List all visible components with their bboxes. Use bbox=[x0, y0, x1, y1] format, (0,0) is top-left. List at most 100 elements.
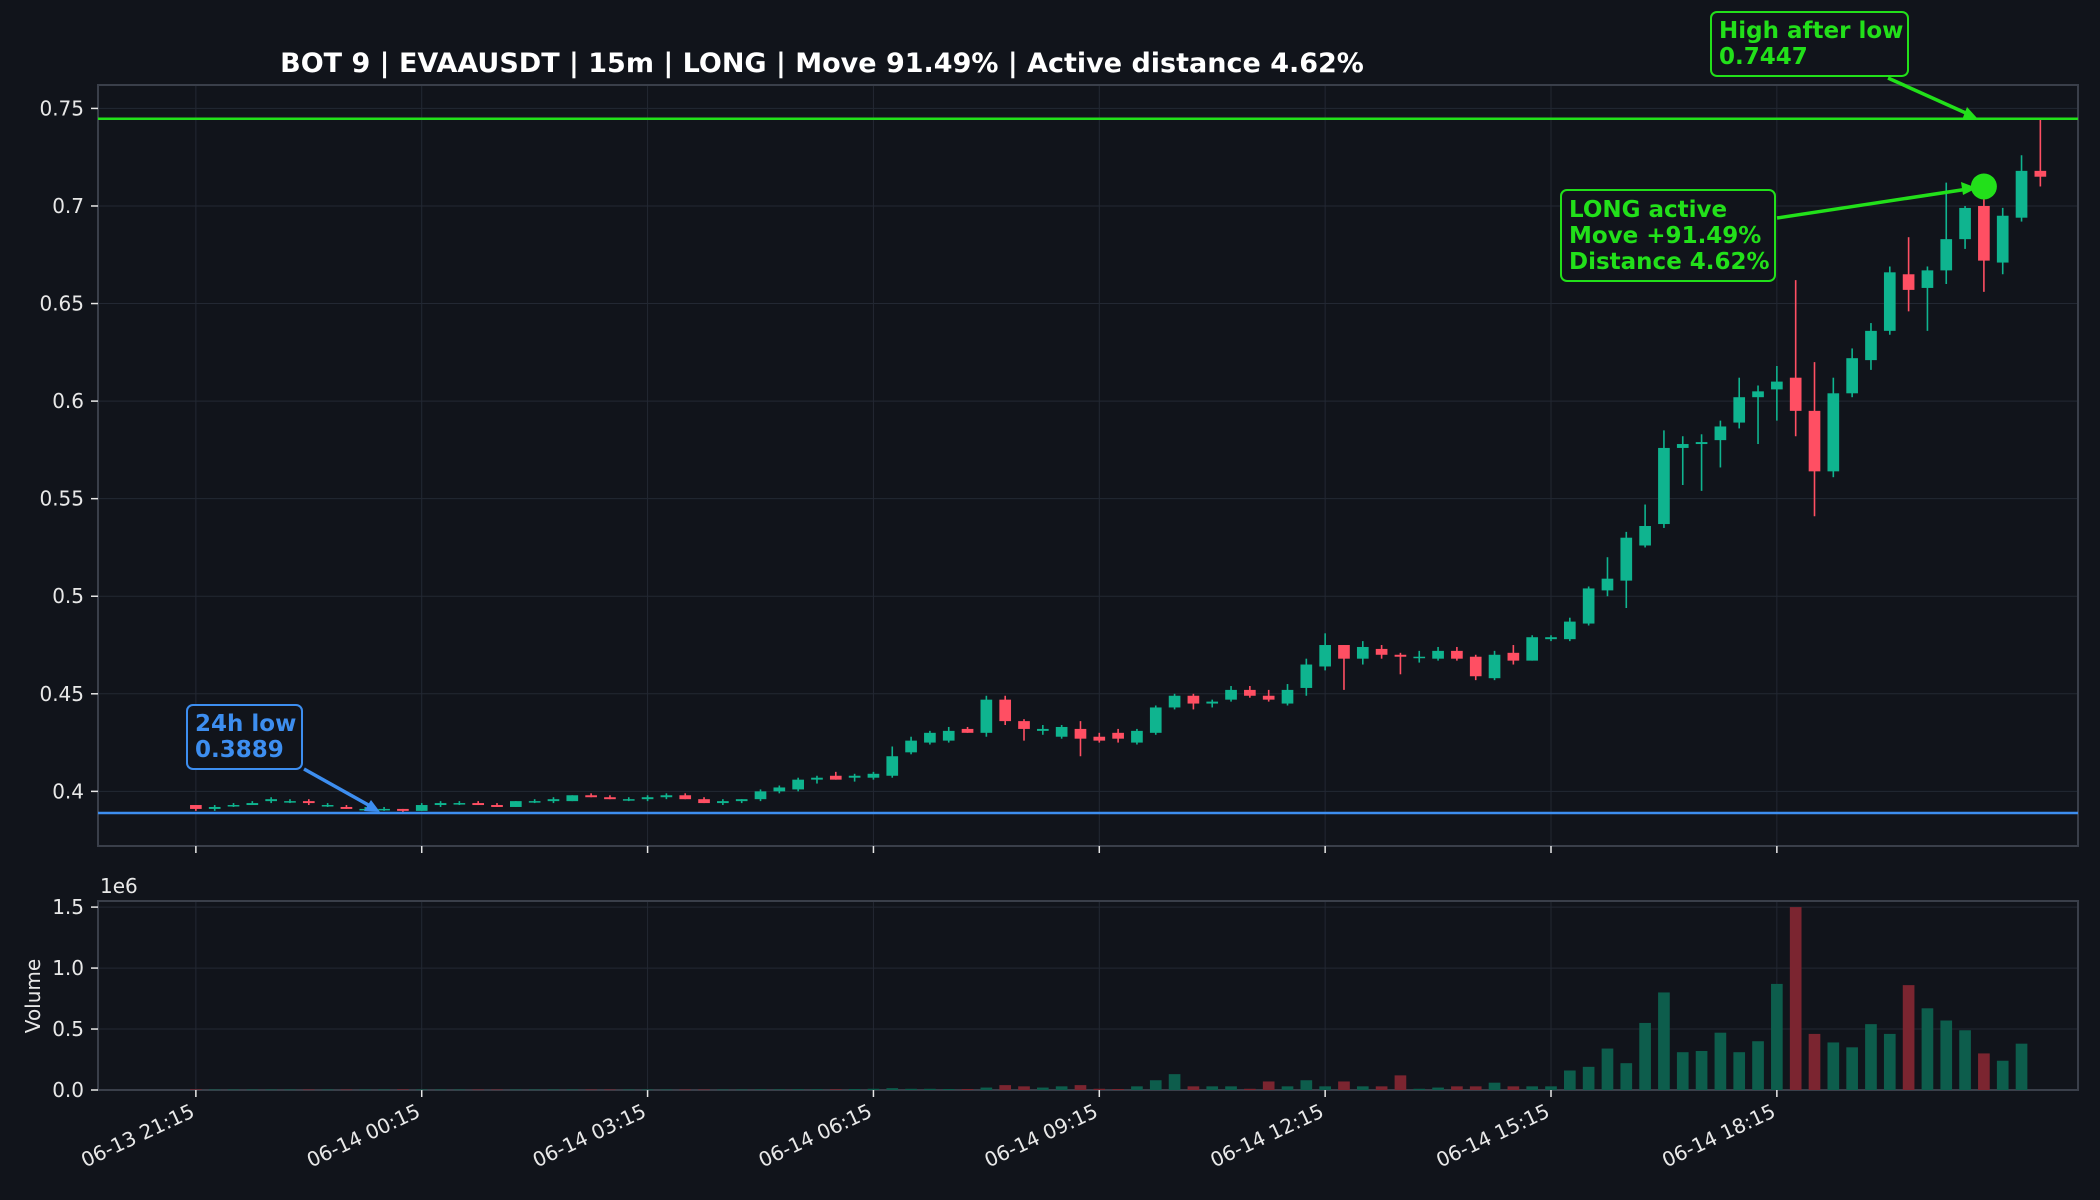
volume-plot-frame bbox=[97, 900, 2079, 1091]
candle-body bbox=[1469, 656, 1482, 677]
volume-bar bbox=[1225, 1086, 1237, 1090]
candle-body bbox=[622, 799, 635, 801]
volume-bar bbox=[1168, 1074, 1181, 1090]
price-y-tick-label: 0.55 bbox=[39, 487, 84, 511]
volume-bar bbox=[961, 1089, 974, 1090]
candle-body bbox=[1187, 695, 1200, 704]
volume-bar bbox=[246, 1089, 259, 1091]
price-y-tick-label: 0.6 bbox=[52, 389, 84, 413]
volume-bar bbox=[1131, 1086, 1143, 1090]
candle-body bbox=[472, 803, 485, 806]
arrow-head bbox=[1962, 107, 1977, 120]
candle-body bbox=[190, 805, 202, 809]
candle-body bbox=[905, 740, 917, 753]
candle-body bbox=[1300, 664, 1313, 688]
price-y-tick-label: 0.75 bbox=[39, 96, 84, 120]
price-y-tick-label: 0.7 bbox=[52, 194, 84, 218]
volume-bar bbox=[942, 1089, 955, 1090]
volume-bar bbox=[321, 1089, 334, 1091]
volume-bar bbox=[1187, 1086, 1200, 1090]
candle-body bbox=[1451, 650, 1463, 659]
volume-y-tick-label: 1.0 bbox=[52, 956, 84, 980]
volume-bar bbox=[1451, 1086, 1463, 1090]
candle-body bbox=[886, 756, 899, 776]
volume-bar bbox=[1865, 1024, 1877, 1090]
candle-body bbox=[1281, 689, 1294, 704]
candle-body bbox=[1846, 358, 1858, 394]
candle-body bbox=[284, 801, 296, 803]
volume-bar bbox=[340, 1089, 353, 1091]
candle-body bbox=[1676, 444, 1689, 448]
volume-bar bbox=[415, 1089, 428, 1091]
volume-bar bbox=[792, 1089, 804, 1090]
candle-body bbox=[265, 799, 277, 802]
price-plot-frame bbox=[97, 84, 2079, 847]
candle-body bbox=[735, 799, 748, 802]
annotation-long-status: LONG active bbox=[1569, 197, 1727, 223]
candle-body bbox=[1620, 537, 1633, 581]
volume-bar bbox=[1902, 985, 1915, 1090]
candle-body bbox=[321, 805, 334, 807]
annotation-long-active: LONG active Move +91.49% Distance 4.62% bbox=[1560, 182, 1977, 282]
price-y-tick-label: 0.45 bbox=[39, 682, 84, 706]
candle-body bbox=[528, 801, 541, 803]
volume-bar bbox=[924, 1088, 936, 1090]
annotation-high-after-low: High after low 0.7447 bbox=[1710, 11, 1977, 120]
candle-body bbox=[1695, 442, 1708, 445]
annotation-24h-low: 24h low 0.3889 bbox=[186, 704, 380, 812]
candle-body bbox=[585, 795, 597, 798]
candle-body bbox=[660, 795, 673, 798]
volume-bar bbox=[434, 1089, 447, 1091]
candle-body bbox=[566, 795, 579, 802]
candle-body bbox=[942, 730, 955, 741]
candle-body bbox=[2034, 170, 2047, 177]
active-price-marker bbox=[1970, 173, 1997, 200]
volume-bar bbox=[302, 1089, 315, 1091]
annotation-arrow bbox=[1776, 187, 1969, 220]
volume-bar bbox=[1658, 992, 1670, 1090]
candle-body bbox=[1074, 728, 1087, 739]
candle-body bbox=[1225, 689, 1237, 700]
candle-body bbox=[1902, 274, 1915, 290]
volume-bar bbox=[811, 1089, 823, 1090]
volume-bar bbox=[905, 1088, 917, 1090]
candle-body bbox=[1789, 377, 1802, 411]
candle-body bbox=[1771, 381, 1783, 390]
candle-body bbox=[397, 808, 409, 811]
volume-y-axis: 0.0 0.5 1.0 1.5 bbox=[52, 895, 98, 1102]
candle-body bbox=[1168, 695, 1181, 708]
volume-bar bbox=[227, 1089, 240, 1091]
volume-bar bbox=[1827, 1042, 1840, 1090]
candle-body bbox=[961, 728, 974, 733]
candle-body bbox=[1978, 205, 1990, 261]
candle-body bbox=[1808, 410, 1821, 472]
candle-body bbox=[1883, 272, 1896, 331]
candle-body bbox=[1036, 728, 1049, 731]
volume-y-tick-label: 1.5 bbox=[52, 895, 84, 919]
candle-body bbox=[829, 775, 842, 780]
volume-bar bbox=[1469, 1086, 1482, 1090]
candle-body bbox=[547, 799, 560, 802]
candle-body bbox=[717, 801, 729, 804]
volume-axis-label: Volume bbox=[21, 959, 45, 1033]
volume-bar bbox=[1338, 1081, 1350, 1090]
candle-body bbox=[1018, 721, 1030, 729]
volume-bar bbox=[1695, 1050, 1708, 1090]
candle-body bbox=[604, 797, 616, 800]
volume-bar bbox=[1921, 1008, 1934, 1090]
candle-body bbox=[1149, 707, 1162, 733]
volume-bar bbox=[1639, 1022, 1651, 1090]
candle-body bbox=[999, 699, 1012, 722]
volume-bar bbox=[1300, 1080, 1313, 1090]
volume-bar bbox=[1714, 1032, 1727, 1090]
candle-body bbox=[1507, 652, 1520, 661]
price-y-tick-label: 0.4 bbox=[52, 779, 84, 803]
volume-bar bbox=[717, 1089, 729, 1091]
price-y-axis: 0.4 0.45 0.5 0.55 0.6 0.65 0.7 0.75 bbox=[39, 96, 98, 803]
candle-body bbox=[1714, 426, 1727, 441]
volume-bar bbox=[1771, 983, 1783, 1090]
volume-bar bbox=[472, 1089, 485, 1091]
candle-body bbox=[491, 805, 503, 807]
volume-bar bbox=[566, 1089, 579, 1091]
